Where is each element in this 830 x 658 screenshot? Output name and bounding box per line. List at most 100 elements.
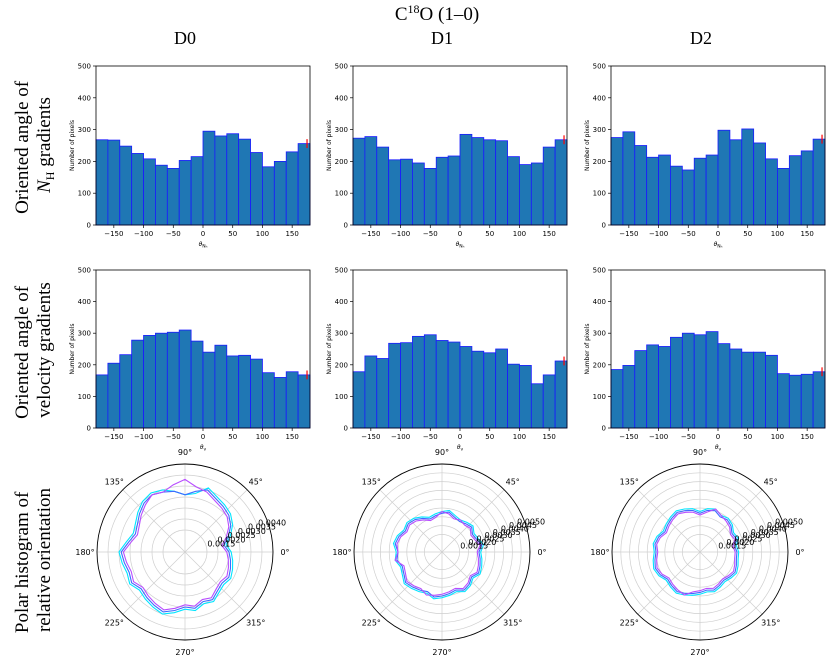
histogram-bar: [285, 151, 299, 226]
histogram-bar: [741, 128, 755, 226]
x-tick-label: −50: [681, 433, 696, 441]
histogram-bar: [483, 139, 497, 226]
y-tick-label: 400: [78, 298, 91, 306]
y-tick-label: 300: [335, 330, 348, 338]
y-tick-label: 500: [593, 63, 606, 71]
histogram-bar: [250, 358, 263, 429]
polar-radial-tick-label: 0.0050: [775, 518, 803, 527]
polar-series-line: [656, 508, 736, 596]
y-tick-label: 400: [78, 94, 91, 102]
polar-series-line: [394, 510, 481, 596]
polar-series-line: [118, 487, 234, 615]
polar-angle-label: 135°: [620, 477, 639, 486]
polar-angle-label: 225°: [620, 619, 639, 628]
histogram-bar: [777, 167, 790, 226]
polar-outer-circle: [96, 463, 274, 641]
x-axis-label: θv: [200, 444, 207, 453]
histogram-bar: [777, 373, 790, 429]
histogram-bar: [693, 157, 707, 226]
histogram-bar: [423, 334, 437, 429]
polar-radial-tick-label: 0.0040: [258, 519, 286, 528]
y-axis-label: Number of pixels: [584, 120, 591, 171]
histogram-bar: [214, 135, 228, 226]
histogram-bar: [483, 352, 497, 429]
histogram-bar: [202, 351, 216, 429]
y-tick-label: 100: [593, 393, 606, 401]
histogram-bar: [143, 335, 156, 429]
x-tick-label: 50: [228, 230, 237, 238]
y-axis-label: Number of pixels: [326, 323, 333, 374]
polar-radial-tick-label: 0.0050: [517, 518, 545, 527]
x-tick-label: 0: [458, 433, 462, 441]
histogram-bar: [238, 138, 251, 226]
histogram-bar: [412, 335, 425, 429]
histogram-bar: [634, 145, 648, 226]
histogram-bar: [705, 331, 719, 429]
histogram-bar: [717, 343, 731, 429]
bar-chart-r1c1: 0 100 200 300 400 500 −150 −100 −50 0 50 100 150 Numb…: [326, 267, 568, 453]
x-tick-label: −50: [423, 433, 438, 441]
histogram-bar: [400, 158, 413, 226]
histogram-bar: [214, 344, 228, 429]
histogram-bar: [495, 348, 508, 429]
polar-radial-tick-label: 0.0030: [485, 531, 513, 540]
histogram-bar: [670, 165, 683, 226]
bar-chart-r0c1: 0 100 200 300 400 500 −150 −100 −50 0 50 100 150 Numb…: [326, 63, 568, 250]
histogram-bar: [155, 332, 168, 429]
histogram-bar: [166, 167, 180, 226]
histogram-bar: [273, 377, 287, 429]
polar-grid-spoke: [699, 489, 763, 553]
histogram-bar: [178, 329, 192, 429]
y-tick-label: 100: [593, 190, 606, 198]
polar-grid-spoke: [637, 551, 701, 615]
x-tick-label: −100: [391, 433, 410, 441]
polar-angle-label: 0°: [795, 548, 804, 557]
x-axis-label: θNₕ: [199, 241, 208, 250]
histogram-bar: [131, 339, 144, 429]
polar-angle-label: 45°: [764, 477, 778, 486]
bar-chart-r1c2: 0 100 200 300 400 500 −150 −100 −50 0 50 100 150 Numb…: [584, 267, 826, 453]
y-tick-label: 300: [78, 330, 91, 338]
y-tick-label: 300: [78, 126, 91, 134]
polar-grid-spoke: [699, 551, 763, 615]
histogram-bar: [262, 372, 275, 429]
polar-grid-spoke: [122, 489, 186, 553]
y-tick-label: 100: [78, 190, 91, 198]
histogram-bar: [800, 373, 814, 429]
histogram-bar: [507, 363, 520, 429]
y-tick-label: 500: [593, 267, 606, 275]
histogram-bar: [95, 374, 109, 429]
histogram-bar: [519, 164, 532, 226]
x-tick-label: −150: [619, 230, 638, 238]
histogram-bar: [143, 158, 156, 226]
x-tick-label: 150: [800, 230, 813, 238]
y-tick-label: 300: [593, 330, 606, 338]
x-tick-label: 50: [485, 230, 494, 238]
polar-outer-circle: [611, 463, 789, 641]
polar-grid-spoke: [379, 551, 443, 615]
x-tick-label: 0: [716, 433, 720, 441]
y-tick-label: 0: [87, 425, 91, 433]
histogram-bar: [729, 139, 743, 226]
polar-angle-label: 270°: [690, 648, 709, 657]
histogram-bar: [459, 133, 473, 226]
y-tick-label: 300: [593, 126, 606, 134]
polar-grid-spoke: [441, 551, 505, 615]
polar-series-line: [654, 509, 738, 595]
histogram-bar: [495, 140, 508, 226]
x-tick-label: −100: [391, 230, 410, 238]
x-tick-label: −50: [166, 433, 181, 441]
histogram-bar: [753, 351, 766, 429]
x-tick-label: −150: [361, 433, 380, 441]
histogram-bar: [95, 139, 109, 226]
polar-angle-label: 225°: [105, 619, 124, 628]
histogram-bar: [107, 362, 121, 429]
polar-radial-tick-label: 0.0030: [743, 531, 771, 540]
polar-chart-c0: 0° 45° 90° 135° 180° 225° 270° 315° 0.00150.0020…: [75, 448, 289, 657]
x-tick-label: 0: [201, 433, 205, 441]
histogram-bar: [459, 346, 473, 429]
polar-angle-label: 180°: [75, 548, 94, 557]
polar-radial-tick-label: 0.0025: [228, 531, 256, 540]
y-tick-label: 0: [602, 425, 606, 433]
histogram-bar: [412, 162, 425, 226]
